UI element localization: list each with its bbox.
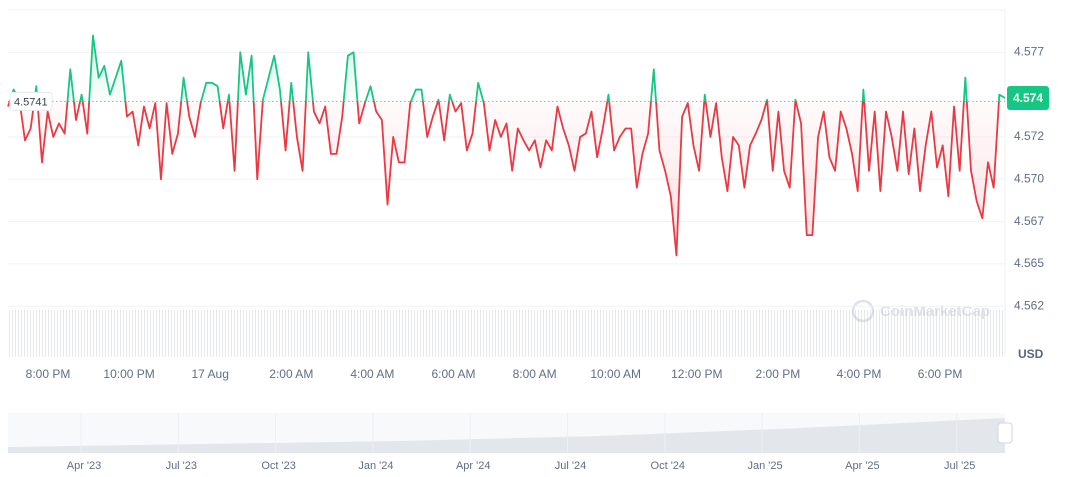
x-tick-label: 6:00 PM (918, 367, 963, 381)
x-tick-label: 10:00 PM (103, 367, 154, 381)
price-line (7, 34, 1006, 257)
navigator-label: Jul '23 (166, 460, 197, 472)
x-tick-label: 2:00 PM (756, 367, 801, 381)
baseline-label-box (9, 91, 53, 111)
volume-bars (8, 310, 1005, 357)
current-price-label: 4.574 (1013, 91, 1043, 105)
y-tick-label: 4.567 (1014, 214, 1044, 228)
navigator-label: Jul '24 (555, 460, 586, 472)
price-area (8, 35, 1005, 256)
y-tick-label: 4.565 (1014, 256, 1044, 270)
x-tick-label: 12:00 PM (671, 367, 722, 381)
currency-label: USD (1018, 347, 1044, 361)
navigator-label: Apr '24 (456, 460, 491, 472)
navigator-label: Oct '23 (261, 460, 296, 472)
navigator-label: Apr '23 (67, 460, 102, 472)
x-tick-label: 8:00 PM (26, 367, 71, 381)
navigator-label: Jan '25 (748, 460, 783, 472)
watermark-text: CoinMarketCap (880, 303, 990, 320)
baseline-label: 4.5741 (14, 96, 48, 108)
x-tick-label: 6:00 AM (431, 367, 475, 381)
x-tick-label: 4:00 PM (837, 367, 882, 381)
y-tick-label: 4.570 (1014, 171, 1044, 185)
navigator-handle[interactable] (997, 422, 1013, 444)
x-tick-label: 4:00 AM (350, 367, 394, 381)
navigator-label: Apr '25 (845, 460, 880, 472)
x-tick-label: 10:00 AM (590, 367, 641, 381)
x-tick-label: 8:00 AM (513, 367, 557, 381)
x-tick-label: 17 Aug (192, 367, 229, 381)
y-tick-label: 4.572 (1014, 129, 1044, 143)
navigator-area (8, 418, 1005, 453)
y-tick-label: 4.577 (1014, 44, 1044, 58)
watermark: CoinMarketCap (851, 299, 990, 323)
navigator-label: Oct '24 (651, 460, 686, 472)
x-tick-label: 2:00 AM (269, 367, 313, 381)
navigator-label: Jul '25 (944, 460, 975, 472)
navigator-label: Jan '24 (358, 460, 393, 472)
current-price-badge (1007, 86, 1049, 111)
y-tick-label: 4.562 (1014, 298, 1044, 312)
